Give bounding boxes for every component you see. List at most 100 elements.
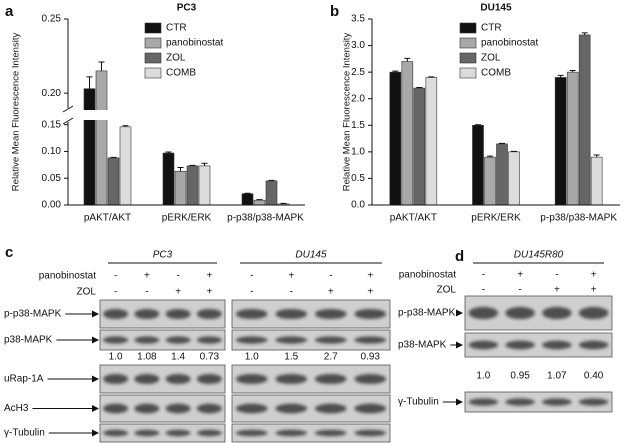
blot-band: [165, 336, 191, 344]
bar: [425, 77, 438, 206]
treatment-sign: -: [290, 287, 293, 298]
x-tick-label: p-p38/p38-MAPK: [227, 213, 304, 224]
x-tick-label: pAKT/AKT: [390, 213, 437, 224]
blot-band: [103, 308, 129, 320]
bar: [389, 71, 402, 206]
legend-label: panobinostat: [481, 38, 538, 49]
blot-band: [103, 336, 129, 344]
blot-band: [354, 429, 387, 437]
blot-band: [542, 398, 572, 406]
y-axis-label: Relative Mean Fluorescence Intensity: [11, 33, 22, 192]
bar: [508, 151, 520, 206]
y-tick-label: 0.05: [42, 173, 62, 184]
treatment-sign: +: [288, 271, 294, 282]
legend-label: ZOL: [166, 53, 186, 64]
error-bar: [280, 202, 287, 204]
blot-band: [275, 336, 308, 344]
blot-band: [468, 306, 499, 320]
y-tick-label: 0.00: [42, 200, 62, 211]
blot-band: [103, 429, 129, 437]
blot-band: [275, 308, 308, 320]
blot-band: [354, 336, 387, 344]
legend-swatch: [144, 22, 162, 34]
treatment-sign: +: [367, 271, 373, 282]
bar: [578, 34, 591, 206]
error-bar: [201, 162, 208, 166]
blot-band: [275, 373, 308, 385]
blot-band: [314, 308, 347, 320]
error-bar: [511, 150, 517, 152]
quantification: 0.73: [200, 352, 220, 363]
quantification: 1.0: [245, 352, 259, 363]
band-label: γ-Tubulin: [398, 397, 439, 408]
error-bar: [487, 155, 493, 158]
blot-band: [165, 403, 191, 414]
bar: [174, 170, 187, 206]
band-label: p-p38-MAPK: [4, 309, 62, 320]
blot-band: [134, 429, 160, 437]
blot-band: [542, 306, 572, 320]
blot-band: [134, 373, 160, 385]
quantification: 1.0: [109, 352, 123, 363]
x-tick-label: pERK/ERK: [162, 213, 212, 224]
blot-membrane: [231, 423, 391, 443]
treatment-sign: -: [250, 271, 253, 282]
band-label: uRap-1A: [4, 374, 44, 385]
blot-band: [196, 308, 222, 320]
error-bar: [593, 154, 600, 158]
blot-band: [235, 336, 268, 344]
legend-swatch: [459, 67, 477, 79]
error-bar: [268, 179, 275, 181]
group-header: DU145: [295, 250, 327, 261]
blot-membrane: [464, 391, 613, 413]
blot-band: [314, 429, 347, 437]
legend-swatch: [459, 22, 477, 34]
error-bar: [416, 87, 423, 89]
blot-band: [103, 373, 129, 385]
blot-band: [103, 403, 129, 414]
axis-break-mark: [62, 117, 74, 125]
blot-band: [235, 429, 268, 437]
treatment-sign: +: [328, 287, 334, 298]
bar: [472, 124, 484, 206]
blot-band: [134, 336, 160, 344]
blot-membrane: [231, 329, 391, 351]
blot-band: [275, 403, 308, 414]
error-bar: [499, 142, 505, 144]
treatment-sign: +: [591, 285, 597, 296]
y-tick-label: 0.0: [351, 200, 365, 211]
error-bar: [581, 32, 588, 35]
blot-band: [134, 403, 160, 414]
y-tick-label: 3.5: [351, 14, 365, 25]
treatment-sign: -: [518, 285, 521, 296]
legend-label: ZOL: [481, 53, 501, 64]
bar: [401, 61, 414, 206]
bar: [253, 199, 266, 206]
error-bar: [428, 76, 435, 78]
error-bar: [177, 167, 184, 172]
blot-band: [505, 398, 535, 406]
blot-membrane: [99, 423, 226, 443]
quantification: 1.4: [171, 352, 185, 363]
treatment-sign: -: [555, 270, 558, 281]
treatment-sign: -: [482, 285, 485, 296]
panel-label: c: [5, 244, 13, 261]
y-tick-label: 0.25: [42, 14, 62, 25]
y-tick-label: 1.0: [351, 146, 365, 157]
blot-band: [235, 403, 268, 414]
blot-band: [354, 373, 387, 385]
blot-band: [165, 308, 191, 320]
treatment-sign: +: [206, 271, 212, 282]
legend-swatch: [459, 52, 477, 64]
treatment-sign: -: [114, 271, 117, 282]
bar: [496, 143, 508, 206]
y-tick-label: 0.5: [351, 173, 365, 184]
treatment-sign: +: [554, 285, 560, 296]
blot-band: [468, 398, 499, 406]
error-bar: [392, 70, 399, 73]
treatment-sign: -: [176, 271, 179, 282]
bar: [265, 180, 278, 206]
blot-band: [196, 373, 222, 385]
